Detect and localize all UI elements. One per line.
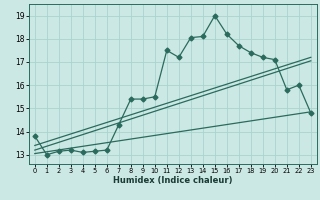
X-axis label: Humidex (Indice chaleur): Humidex (Indice chaleur) [113, 176, 233, 185]
